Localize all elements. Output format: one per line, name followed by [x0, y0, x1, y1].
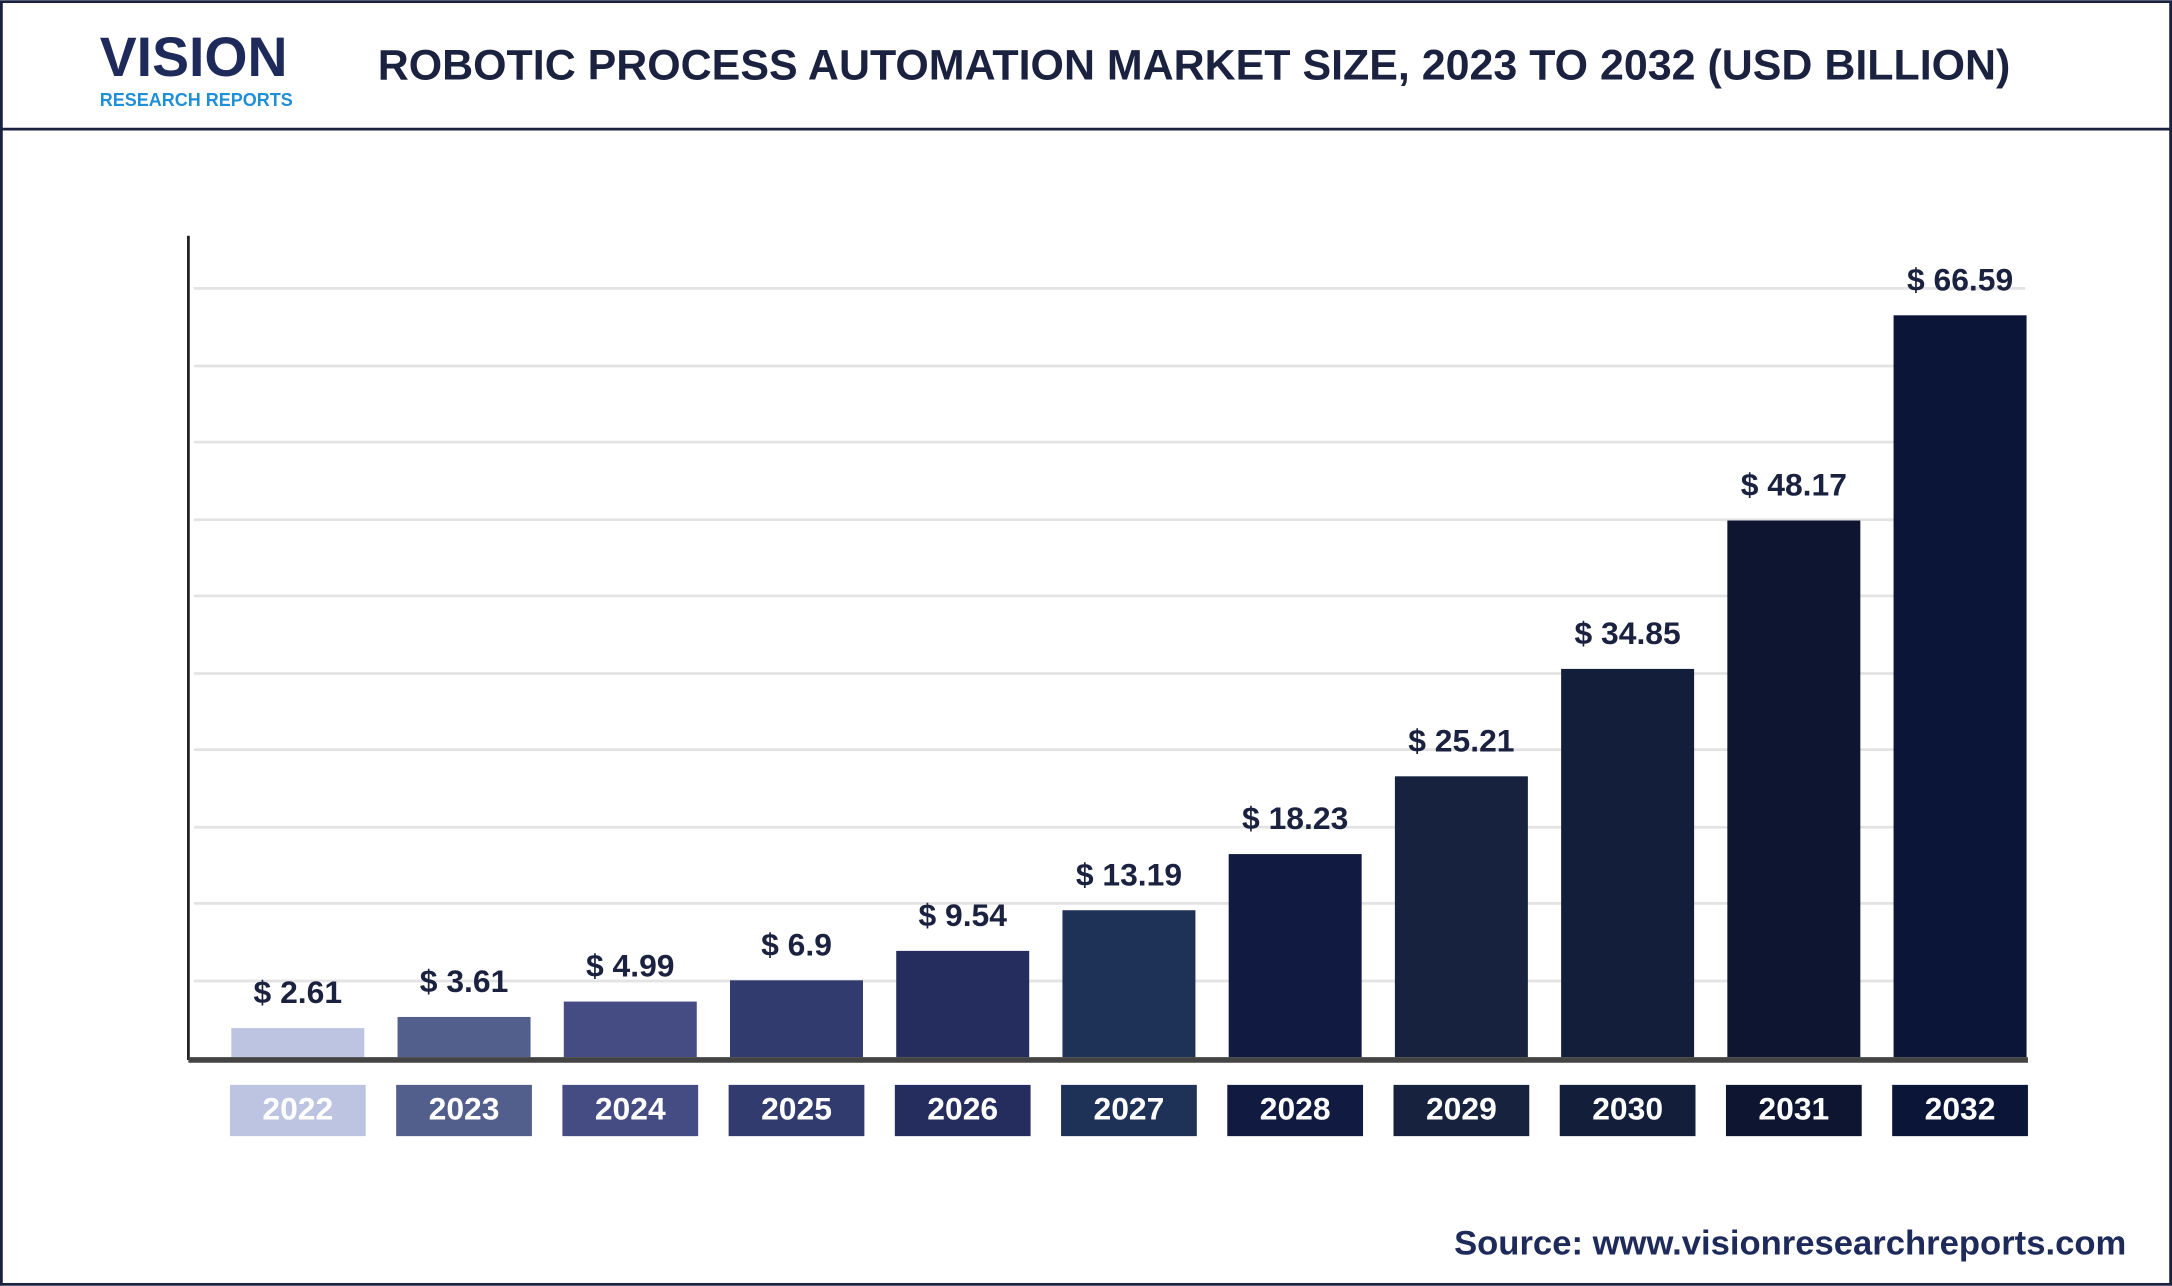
x-label-box — [1559, 1084, 1696, 1137]
x-label-box — [1725, 1084, 1862, 1137]
bar — [1727, 520, 1861, 1058]
x-tick-label: 2030 — [1592, 1091, 1663, 1127]
x-label-box — [1061, 1084, 1197, 1137]
bar — [896, 950, 1030, 1058]
x-label-box — [229, 1084, 366, 1137]
x-label-box — [1393, 1084, 1530, 1137]
value-label: $ 18.23 — [1242, 800, 1348, 836]
x-label-box — [1227, 1084, 1364, 1137]
bar — [563, 1001, 697, 1058]
x-tick-label: 2031 — [1758, 1091, 1829, 1127]
x-tick-label: 2027 — [1094, 1091, 1165, 1127]
value-label: $ 34.85 — [1574, 615, 1680, 651]
bar — [1228, 854, 1362, 1058]
value-label: $ 2.61 — [254, 974, 343, 1010]
x-tick-label: 2029 — [1426, 1091, 1497, 1127]
value-label: $ 6.9 — [761, 926, 832, 962]
value-label: $ 66.59 — [1907, 261, 2013, 297]
x-label-box — [396, 1084, 532, 1137]
x-tick-label: 2023 — [429, 1091, 500, 1127]
x-tick-label: 2024 — [595, 1091, 666, 1127]
bar — [1561, 668, 1695, 1058]
x-tick-label: 2025 — [761, 1091, 832, 1127]
source: Source: www.visionresearchreports.com — [1454, 1225, 2126, 1263]
logo: VISION — [100, 26, 288, 88]
value-label: $ 3.61 — [420, 963, 509, 999]
x-label-box — [562, 1084, 699, 1137]
x-tick-label: 2026 — [927, 1091, 998, 1127]
bar — [231, 1028, 365, 1058]
x-label-box — [728, 1084, 865, 1137]
bar — [730, 980, 863, 1058]
logo-sub: RESEARCH REPORTS — [100, 90, 293, 110]
value-label: $ 48.17 — [1741, 467, 1847, 503]
x-label-box — [1892, 1084, 2028, 1137]
x-label-box — [894, 1084, 1031, 1137]
x-tick-label: 2022 — [262, 1091, 333, 1127]
grid — [193, 287, 2026, 983]
value-label: $ 9.54 — [918, 897, 1007, 933]
bar — [1394, 776, 1528, 1058]
x-tick-label: 2032 — [1925, 1091, 1996, 1127]
value-label: $ 25.21 — [1408, 722, 1514, 758]
bar — [397, 1016, 531, 1058]
chart-title: ROBOTIC PROCESS AUTOMATION MARKET SIZE, … — [378, 41, 2011, 89]
value-label: $ 13.19 — [1076, 856, 1182, 892]
bar — [1893, 315, 2027, 1058]
bar — [1062, 910, 1196, 1058]
x-tick-label: 2028 — [1260, 1091, 1331, 1127]
value-label: $ 4.99 — [586, 948, 675, 984]
